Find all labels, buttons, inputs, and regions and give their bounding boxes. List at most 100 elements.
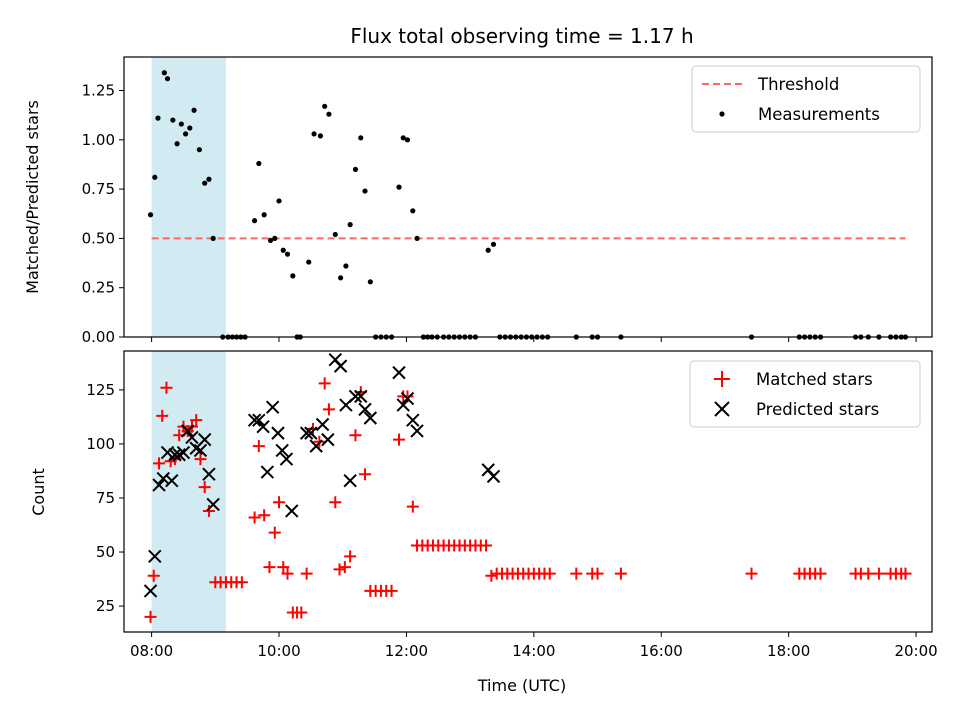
shaded-span [151,57,226,337]
measurement-point [343,263,349,269]
measurement-point [490,241,497,247]
matched-point [338,561,351,574]
predicted-point [172,448,186,462]
predicted-point [260,465,275,479]
measurement-point [485,247,491,253]
chart-title: Flux total observing time = 1.17 h [350,24,693,48]
matched-point [570,567,583,580]
matched-point [385,584,398,597]
matched-point [147,569,160,582]
predicted-point [271,426,285,440]
measurement-point [347,222,353,228]
predicted-point [160,445,175,460]
matched-point [329,496,342,509]
legend-measurements-label: Measurements [758,105,880,124]
matched-point [480,539,493,552]
matched-point [202,504,215,517]
matched-point [194,453,207,466]
shaded-span [151,351,226,632]
predicted-point [197,432,212,447]
matched-point [872,567,885,580]
matched-point [263,561,276,574]
measurement-point [187,125,193,131]
y-tick-label: 25 [96,597,115,615]
measurement-point [362,188,368,194]
legend-matched-swatch [714,371,730,387]
matched-point [258,509,271,522]
predicted-point [396,398,410,412]
predicted-point [486,469,501,484]
predicted-point [152,478,166,492]
predicted-point [168,448,182,462]
bottom-y-axis-label: Count [29,468,48,516]
matched-point [153,457,166,470]
legend-matched-label: Matched stars [756,370,873,389]
predicted-point [279,452,294,466]
matched-point [277,561,290,574]
measurement-point [358,135,364,141]
predicted-point [358,402,372,417]
matched-point [235,576,248,589]
top-y-axis-label: Matched/Predicted stars [23,100,42,294]
y-tick-label: 0.75 [82,180,115,198]
x-tick-label: 12:00 [385,642,428,660]
predicted-point [206,497,220,512]
y-tick-label: 50 [96,543,115,561]
measurement-point [267,237,274,243]
matched-point [485,569,498,582]
predicted-point [354,389,368,404]
y-tick-label: 0.50 [82,229,115,247]
top-legend: Threshold Measurements [691,65,921,133]
measurement-point [326,111,332,117]
predicted-point [348,389,363,404]
predicted-point [180,424,195,438]
top-panel: 0.00 0.25 0.50 0.75 1.00 1.25 Flux total obse… [23,24,933,346]
measurement-point [317,133,324,139]
matched-point [359,468,372,481]
predicted-point [143,584,158,598]
matched-point [295,606,308,619]
matched-point [322,403,335,416]
measurement-point [306,259,312,265]
measurement-point [290,273,296,279]
measurement-point [206,176,212,182]
matched-point [591,567,604,580]
predicted-point [165,473,179,488]
predicted-point [315,417,330,432]
top-plot-frame [123,56,933,338]
predicted-point [148,549,162,564]
predicted-point [410,424,424,438]
measurement-point [164,76,171,82]
measurement-point [152,174,158,180]
measurement-point [311,131,317,137]
matched-point [614,567,627,580]
measurement-point [261,212,267,218]
measurement-point [396,184,402,190]
matched-point [156,409,169,422]
matched-point [406,500,419,513]
predicted-point [333,359,348,373]
measurement-point [337,275,344,281]
predicted-point [256,419,270,434]
predicted-point [265,400,280,414]
series-predicted-stars [143,352,501,598]
legend-threshold-label: Threshold [757,75,839,94]
x-tick-label: 20:00 [894,642,937,660]
predicted-point [185,430,199,445]
measurement-point [322,103,328,109]
measurement-point [367,279,373,285]
matched-point [252,440,265,453]
measurement-point [280,247,286,253]
measurement-point [155,115,161,121]
y-tick-label: 0.25 [82,279,115,297]
measurement-point [404,137,411,143]
predicted-point [321,432,335,447]
x-tick-label: 08:00 [130,642,173,660]
predicted-point [247,413,262,427]
matched-point [144,610,157,623]
measurement-point [414,235,420,242]
matched-point [268,526,281,539]
y-tick-label: 1.00 [82,131,115,149]
measurement-point [332,231,338,238]
